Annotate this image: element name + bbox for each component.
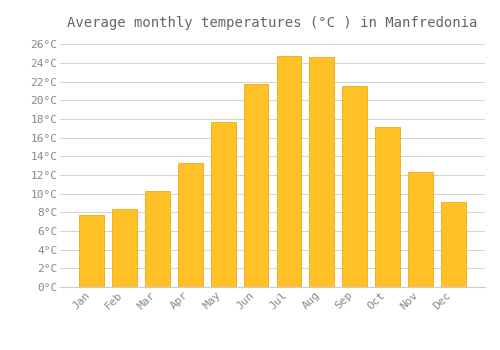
Bar: [376, 127, 400, 287]
Bar: [80, 215, 104, 287]
Bar: [408, 172, 433, 287]
Bar: [441, 202, 466, 287]
Bar: [310, 57, 334, 287]
Bar: [178, 163, 203, 287]
Bar: [211, 122, 236, 287]
Bar: [145, 191, 170, 287]
Title: Average monthly temperatures (°C ) in Manfredonia: Average monthly temperatures (°C ) in Ma…: [68, 16, 478, 30]
Bar: [276, 56, 301, 287]
Bar: [244, 84, 268, 287]
Bar: [342, 86, 367, 287]
Bar: [112, 209, 137, 287]
